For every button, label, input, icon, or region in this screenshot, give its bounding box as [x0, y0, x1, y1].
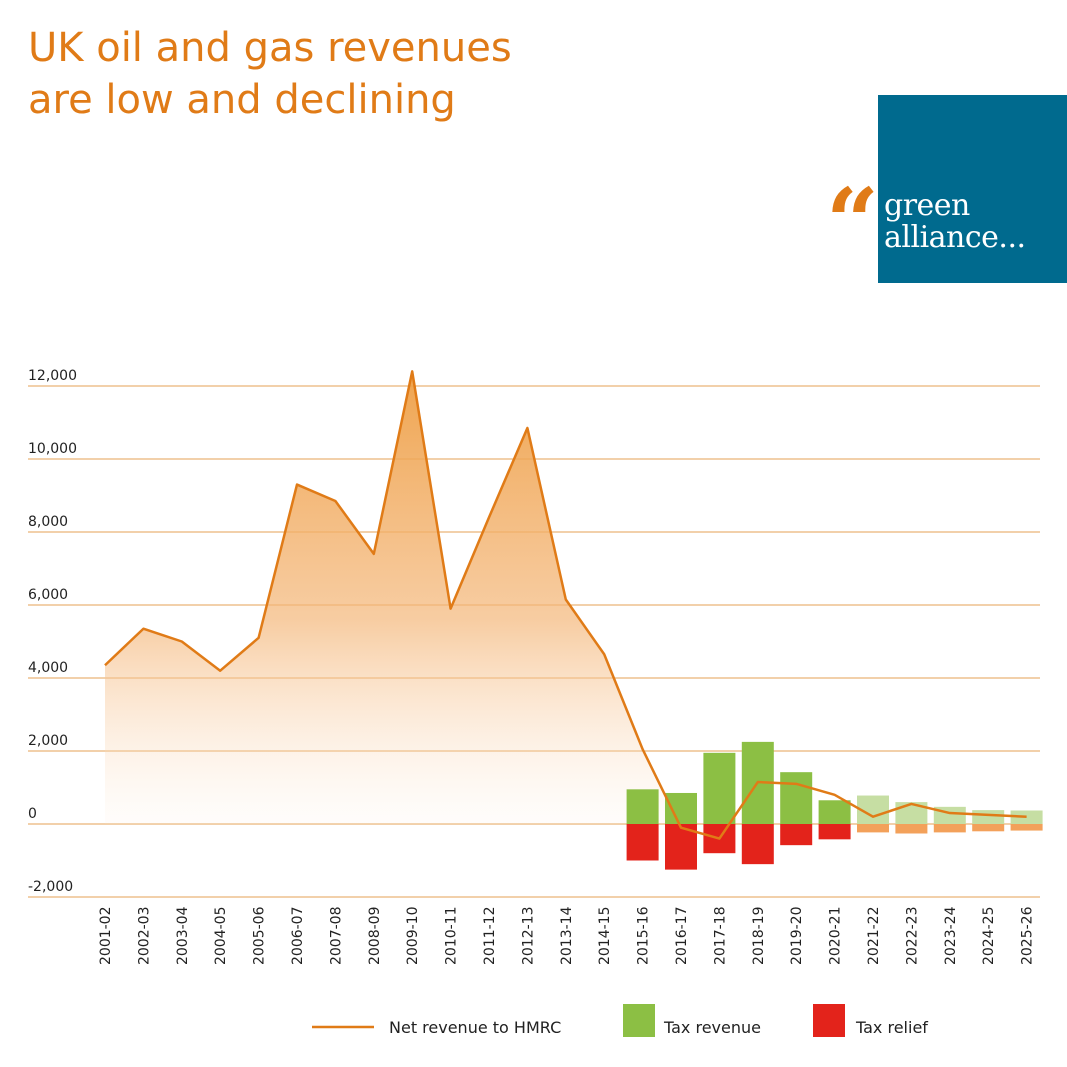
tax-revenue-bar — [626, 789, 659, 824]
y-tick-label: 2,000 — [28, 733, 68, 749]
x-tick-label: 2015-16 — [636, 906, 652, 965]
tax-revenue-bar — [703, 752, 736, 824]
legend-net-revenue-label: Net revenue to HMRC — [389, 1018, 561, 1037]
tax-revenue-bar — [818, 800, 851, 824]
bar-series — [626, 741, 1043, 870]
tax-revenue-bar — [665, 792, 697, 824]
x-tick-label: 2010-11 — [444, 907, 460, 966]
x-tick-label: 2019-20 — [789, 907, 805, 966]
tax-revenue-bar — [780, 772, 813, 824]
tax-relief-bar — [933, 824, 966, 833]
legend-tax-revenue-label: Tax revenue — [663, 1018, 761, 1037]
y-tick-label: -2,000 — [28, 879, 73, 895]
x-tick-label: 2022-23 — [904, 907, 920, 966]
x-tick-label: 2013-14 — [559, 906, 575, 965]
green-alliance-logo-text: green alliance... — [884, 190, 1026, 254]
net-revenue-area — [105, 371, 680, 824]
tax-relief-bar — [972, 824, 1005, 832]
y-axis-ticks: -2,000 0 2,000 4,000 6,000 8,000 10,000 12,000 — [28, 368, 77, 895]
legend-tax-relief-swatch — [813, 1004, 845, 1037]
net-revenue-line-group — [104, 370, 1027, 840]
x-tick-label: 2020-21 — [828, 907, 844, 966]
x-tick-label: 2007-08 — [328, 907, 344, 966]
x-tick-label: 2017-18 — [712, 907, 728, 966]
quote-mark-icon: “ — [826, 168, 879, 276]
x-tick-label: 2004-05 — [213, 907, 229, 966]
tax-relief-bar — [626, 824, 659, 861]
y-tick-label: 6,000 — [28, 587, 68, 603]
net-revenue-area-fill — [105, 371, 680, 824]
x-tick-label: 2006-07 — [290, 907, 306, 966]
x-tick-label: 2016-17 — [674, 907, 690, 966]
chart-title-line-2: are low and declining — [28, 77, 456, 123]
y-tick-label: 8,000 — [28, 514, 68, 530]
x-tick-label: 2024-25 — [981, 907, 997, 965]
x-tick-label: 2021-22 — [866, 907, 882, 966]
x-tick-label: 2023-24 — [943, 906, 959, 965]
x-tick-label: 2003-04 — [175, 906, 191, 965]
tax-relief-bar — [1010, 824, 1043, 831]
green-alliance-logo-box — [878, 95, 1067, 283]
tax-relief-bar — [741, 824, 774, 865]
tax-relief-bar — [780, 824, 813, 846]
net-revenue-line — [104, 370, 1027, 840]
tax-relief-bar — [895, 824, 928, 834]
x-tick-label: 2005-06 — [252, 906, 268, 965]
tax-revenue-bar — [972, 810, 1005, 824]
x-tick-label: 2014-15 — [597, 907, 613, 966]
legend-tax-revenue-swatch — [623, 1004, 655, 1037]
legend-tax-relief-label: Tax relief — [855, 1018, 928, 1037]
x-tick-label: 2001-02 — [98, 907, 114, 966]
y-tick-label: 0 — [28, 806, 37, 822]
x-tick-label: 2002-03 — [136, 907, 152, 966]
x-tick-label: 2009-10 — [405, 907, 421, 966]
legend: Net revenue to HMRC Tax revenue Tax reli… — [312, 1004, 928, 1037]
x-tick-label: 2008-09 — [367, 907, 383, 966]
x-tick-label: 2012-13 — [520, 907, 536, 966]
y-tick-label: 12,000 — [28, 368, 77, 384]
x-tick-label: 2011-12 — [482, 907, 498, 966]
tax-relief-bar — [818, 824, 851, 840]
tax-relief-bar — [857, 824, 889, 833]
chart-title-line-1: UK oil and gas revenues — [28, 25, 512, 71]
x-tick-label: 2018-19 — [751, 907, 767, 966]
tax-revenue-bar — [1010, 810, 1043, 824]
logo-word-green: green — [884, 188, 970, 223]
y-tick-label: 10,000 — [28, 441, 77, 457]
x-tick-label: 2025-26 — [1020, 906, 1036, 965]
logo-word-alliance: alliance... — [884, 220, 1026, 255]
x-axis-ticks: 2001-02 2002-03 2003-04 2004-05 2005-06 2006-… — [98, 906, 1036, 965]
chart-title: UK oil and gas revenues are low and decl… — [28, 22, 668, 126]
y-tick-label: 4,000 — [28, 660, 68, 676]
